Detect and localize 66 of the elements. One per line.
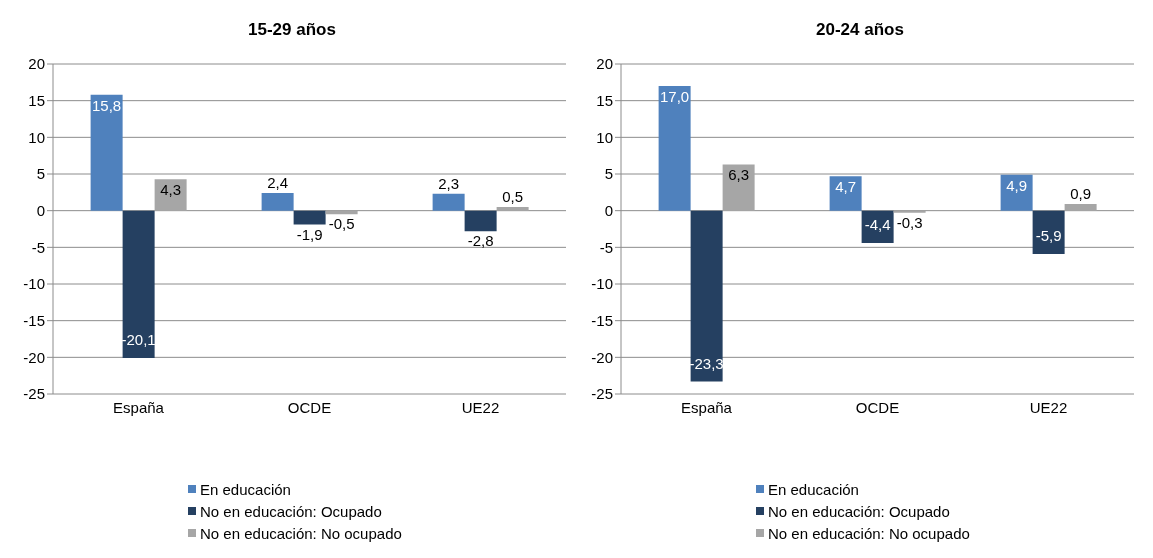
- y-tick-label: -10: [23, 275, 45, 293]
- bar: [1000, 174, 1033, 211]
- y-tick-label: -20: [23, 348, 45, 366]
- data-label: -2,8: [467, 232, 494, 250]
- data-label: 15,8: [92, 96, 122, 114]
- y-tick-label: 20: [596, 55, 613, 73]
- y-tick-label: 15: [28, 91, 45, 109]
- data-label: -4,4: [864, 215, 891, 233]
- y-tick-label: 0: [36, 201, 45, 219]
- bar: [122, 210, 155, 359]
- y-tick-label: 15: [596, 91, 613, 109]
- bar: [829, 176, 862, 211]
- data-label: 2,4: [267, 174, 289, 192]
- bar: [658, 86, 691, 211]
- legend-label: No en educación: No ocupado: [200, 524, 402, 542]
- data-label: 0,5: [502, 188, 524, 205]
- bar: [1032, 210, 1065, 254]
- y-tick-label: -15: [591, 311, 613, 329]
- legend-label: No en educación: Ocupado: [768, 502, 950, 520]
- data-label: 0,9: [1070, 185, 1092, 203]
- bar: [722, 164, 755, 211]
- chart-title: 20-24 años: [815, 19, 905, 41]
- bar: [154, 179, 187, 211]
- y-tick-label: -5: [31, 238, 45, 256]
- data-label: -5,9: [1035, 226, 1062, 244]
- data-label: 4,3: [160, 181, 182, 199]
- bar: [1064, 204, 1097, 211]
- data-label: 2,3: [438, 174, 460, 192]
- y-tick-label: -10: [591, 275, 613, 293]
- y-tick-label: -25: [591, 385, 613, 403]
- data-label: -0,5: [328, 215, 355, 233]
- legend-label: No en educación: Ocupado: [200, 502, 382, 520]
- data-label: 4,7: [835, 178, 857, 196]
- x-tick-label: UE22: [461, 398, 500, 416]
- legend-label: En educación: [200, 480, 291, 498]
- bar: [893, 210, 926, 213]
- y-tick-label: -25: [23, 385, 45, 403]
- y-tick-label: 20: [28, 55, 45, 73]
- x-tick-label: España: [681, 398, 733, 416]
- legend-label: En educación: [768, 480, 859, 498]
- y-tick-label: 0: [604, 201, 613, 219]
- bar: [496, 207, 529, 211]
- bar: [432, 193, 465, 211]
- x-tick-label: UE22: [1029, 398, 1068, 416]
- y-tick-label: -20: [591, 348, 613, 366]
- data-label: 6,3: [728, 166, 750, 184]
- bar: [261, 193, 294, 211]
- x-tick-label: OCDE: [287, 398, 332, 416]
- chart-title: 15-29 años: [247, 19, 337, 41]
- y-tick-label: 10: [596, 128, 613, 146]
- bar: [293, 210, 326, 225]
- y-tick-label: 5: [36, 165, 45, 183]
- data-label: 17,0: [660, 88, 690, 105]
- y-tick-label: 5: [604, 165, 613, 183]
- y-tick-label: -15: [23, 311, 45, 329]
- bar: [690, 210, 723, 382]
- bar: [464, 210, 497, 232]
- data-label: 4,9: [1006, 176, 1028, 194]
- legend-label: No en educación: No ocupado: [768, 524, 970, 542]
- x-tick-label: España: [113, 398, 165, 416]
- y-tick-label: 10: [28, 128, 45, 146]
- data-label: -0,3: [896, 213, 923, 231]
- x-tick-label: OCDE: [855, 398, 900, 416]
- y-tick-label: -5: [599, 238, 613, 256]
- bar: [90, 94, 123, 211]
- data-label: -1,9: [296, 225, 323, 243]
